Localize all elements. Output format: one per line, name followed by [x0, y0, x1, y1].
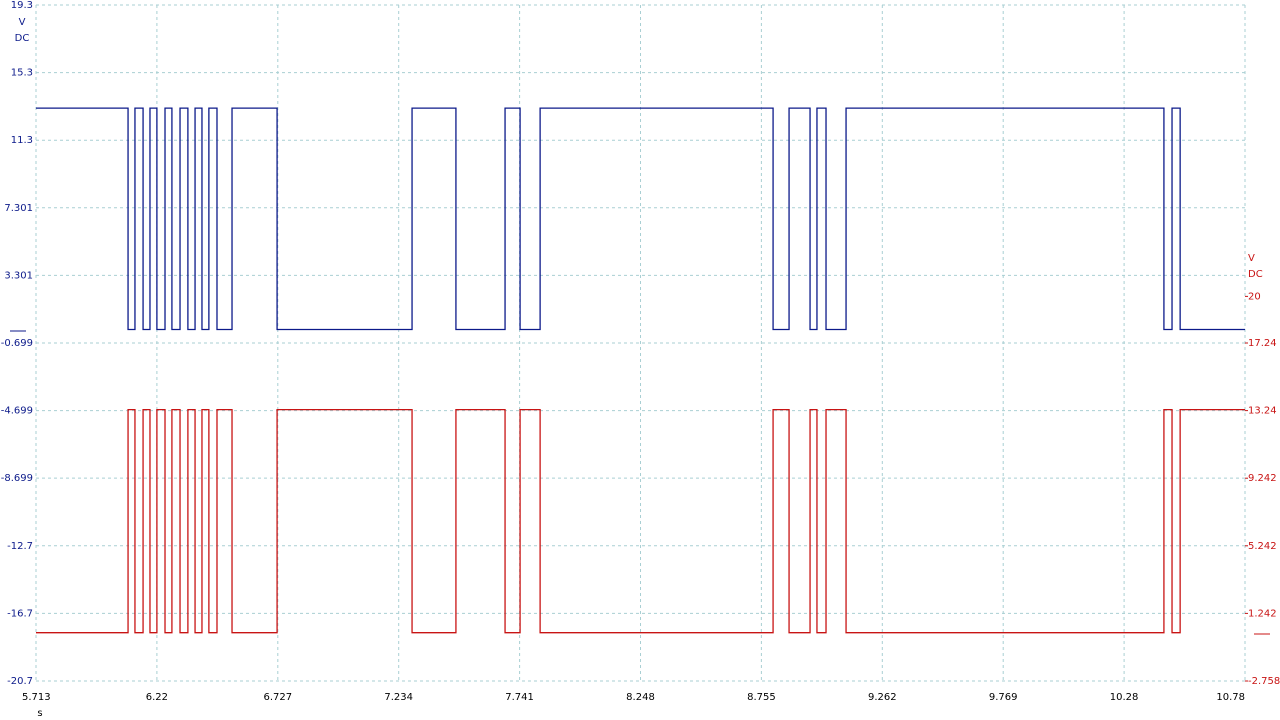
x-tick-label: 6.22	[146, 692, 168, 703]
y-tick-label: 19.3	[11, 0, 33, 11]
y-tick-label: 7.301	[4, 203, 33, 214]
y2-unit-label: DC	[1248, 269, 1263, 280]
x-tick-label: 9.769	[989, 692, 1018, 703]
y-tick-label: -20.7	[7, 676, 33, 687]
y-unit-label: DC	[15, 33, 30, 44]
x-tick-label: 10.28	[1110, 692, 1139, 703]
y2-tick-label: -2.758	[1248, 676, 1280, 687]
x-axis-label: s	[37, 708, 42, 719]
y-tick-label: -0.699	[1, 338, 33, 349]
x-tick-label: 9.262	[868, 692, 897, 703]
x-tick-label: 7.234	[384, 692, 413, 703]
y2-tick-label: 13.24	[1248, 406, 1277, 417]
waveform	[36, 107, 1245, 331]
y2-tick-label: 1.242	[1248, 608, 1277, 619]
y2-tick-label: 5.242	[1248, 541, 1277, 552]
y2-tick-label: 9.242	[1248, 473, 1277, 484]
y-tick-label: -16.7	[7, 608, 33, 619]
x-tick-label: 7.741	[505, 692, 534, 703]
y-tick-label: 3.301	[4, 270, 33, 281]
waveform	[36, 408, 1245, 634]
y-tick-label: 15.3	[11, 68, 33, 79]
x-tick-label: 5.713	[22, 692, 51, 703]
x-tick-label: 6.727	[263, 692, 292, 703]
x-tick-label: 8.755	[747, 692, 776, 703]
y2-tick-label: 17.24	[1248, 338, 1277, 349]
y-tick-label: -8.699	[1, 473, 33, 484]
y2-unit-label: V	[1248, 253, 1255, 264]
y-tick-label: 11.3	[11, 135, 33, 146]
y-unit-label: V	[19, 17, 26, 28]
y2-tick-label: 20	[1248, 291, 1261, 302]
y-tick-label: -12.7	[7, 541, 33, 552]
x-tick-label: 8.248	[626, 692, 655, 703]
x-tick-label: 10.78	[1216, 692, 1245, 703]
y-tick-label: -4.699	[1, 406, 33, 417]
